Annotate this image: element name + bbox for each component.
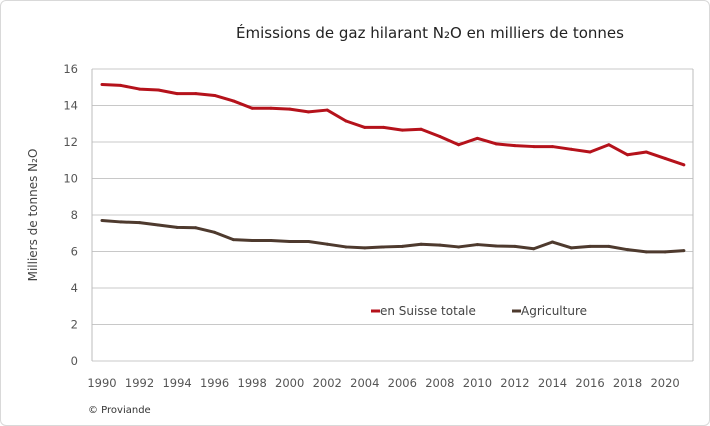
data-point bbox=[119, 83, 123, 87]
data-point bbox=[100, 218, 104, 222]
data-point bbox=[626, 153, 630, 157]
data-point bbox=[288, 107, 292, 111]
data-point bbox=[475, 243, 479, 247]
data-point bbox=[494, 142, 498, 146]
x-tick-label: 2006 bbox=[388, 376, 417, 390]
data-point bbox=[550, 145, 554, 149]
data-point bbox=[588, 150, 592, 154]
x-tick-label: 2020 bbox=[650, 376, 679, 390]
data-point bbox=[419, 127, 423, 131]
x-tick-label: 1994 bbox=[162, 376, 191, 390]
data-point bbox=[231, 238, 235, 242]
y-tick-label: 12 bbox=[63, 135, 78, 149]
data-point bbox=[682, 163, 686, 167]
x-tick-label: 2014 bbox=[538, 376, 567, 390]
data-point bbox=[156, 223, 160, 227]
data-point bbox=[569, 246, 573, 250]
data-point bbox=[138, 221, 142, 225]
x-tick-label: 1998 bbox=[238, 376, 267, 390]
data-point bbox=[231, 99, 235, 103]
data-point bbox=[250, 106, 254, 110]
data-point bbox=[382, 125, 386, 129]
legend-label: Agriculture bbox=[521, 304, 587, 318]
data-point bbox=[213, 230, 217, 234]
data-point bbox=[288, 239, 292, 243]
series-line-0 bbox=[101, 83, 685, 167]
legend-label: en Suisse totale bbox=[380, 304, 476, 318]
x-tick-label: 2000 bbox=[275, 376, 304, 390]
data-point bbox=[213, 93, 217, 97]
data-point bbox=[513, 244, 517, 248]
data-point bbox=[269, 106, 273, 110]
data-point bbox=[344, 245, 348, 249]
x-tick-label: 2010 bbox=[463, 376, 492, 390]
data-point bbox=[682, 249, 686, 253]
y-tick-label: 4 bbox=[71, 281, 78, 295]
y-tick-label: 14 bbox=[63, 99, 78, 113]
data-point bbox=[569, 147, 573, 151]
data-point bbox=[269, 239, 273, 243]
data-point bbox=[382, 245, 386, 249]
y-tick-label: 10 bbox=[63, 172, 78, 186]
data-point bbox=[344, 119, 348, 123]
data-point bbox=[457, 245, 461, 249]
y-tick-label: 0 bbox=[71, 354, 78, 368]
credit: © Proviande bbox=[88, 405, 151, 416]
data-point bbox=[306, 239, 310, 243]
data-point bbox=[194, 226, 198, 230]
x-tick-label: 2008 bbox=[425, 376, 454, 390]
data-point bbox=[250, 239, 254, 243]
data-point bbox=[663, 250, 667, 254]
x-tick-label: 1992 bbox=[125, 376, 154, 390]
data-point bbox=[457, 143, 461, 147]
data-point bbox=[513, 144, 517, 148]
data-point bbox=[607, 244, 611, 248]
data-point bbox=[475, 136, 479, 140]
data-point bbox=[400, 128, 404, 132]
data-point bbox=[550, 240, 554, 244]
data-point bbox=[100, 83, 104, 87]
data-point bbox=[644, 250, 648, 254]
x-tick-label: 1990 bbox=[87, 376, 116, 390]
data-point bbox=[419, 242, 423, 246]
data-point bbox=[175, 92, 179, 96]
data-point bbox=[438, 135, 442, 139]
data-point bbox=[438, 243, 442, 247]
data-point bbox=[325, 108, 329, 112]
x-tick-label: 2016 bbox=[575, 376, 604, 390]
chart-title: Émissions de gaz hilarant N₂O en millier… bbox=[236, 24, 624, 42]
data-point bbox=[363, 125, 367, 129]
data-point bbox=[400, 244, 404, 248]
data-point bbox=[325, 242, 329, 246]
data-point bbox=[644, 150, 648, 154]
data-point bbox=[494, 244, 498, 248]
x-tick-label: 2018 bbox=[613, 376, 642, 390]
x-tick-label: 2002 bbox=[313, 376, 342, 390]
data-point bbox=[363, 246, 367, 250]
data-point bbox=[306, 110, 310, 114]
x-tick-label: 1996 bbox=[200, 376, 229, 390]
data-point bbox=[156, 88, 160, 92]
data-point bbox=[138, 87, 142, 91]
y-tick-label: 2 bbox=[71, 318, 78, 332]
data-point bbox=[194, 92, 198, 96]
data-point bbox=[532, 145, 536, 149]
data-point bbox=[119, 220, 123, 224]
data-point bbox=[607, 143, 611, 147]
data-point bbox=[663, 156, 667, 160]
data-point bbox=[626, 248, 630, 252]
data-point bbox=[588, 244, 592, 248]
data-point bbox=[532, 247, 536, 251]
y-tick-label: 8 bbox=[71, 208, 78, 222]
y-tick-label: 6 bbox=[71, 245, 78, 259]
x-tick-label: 2004 bbox=[350, 376, 379, 390]
x-tick-label: 2012 bbox=[500, 376, 529, 390]
y-tick-label: 16 bbox=[63, 62, 78, 76]
data-point bbox=[175, 225, 179, 229]
series-line-1 bbox=[101, 218, 684, 254]
